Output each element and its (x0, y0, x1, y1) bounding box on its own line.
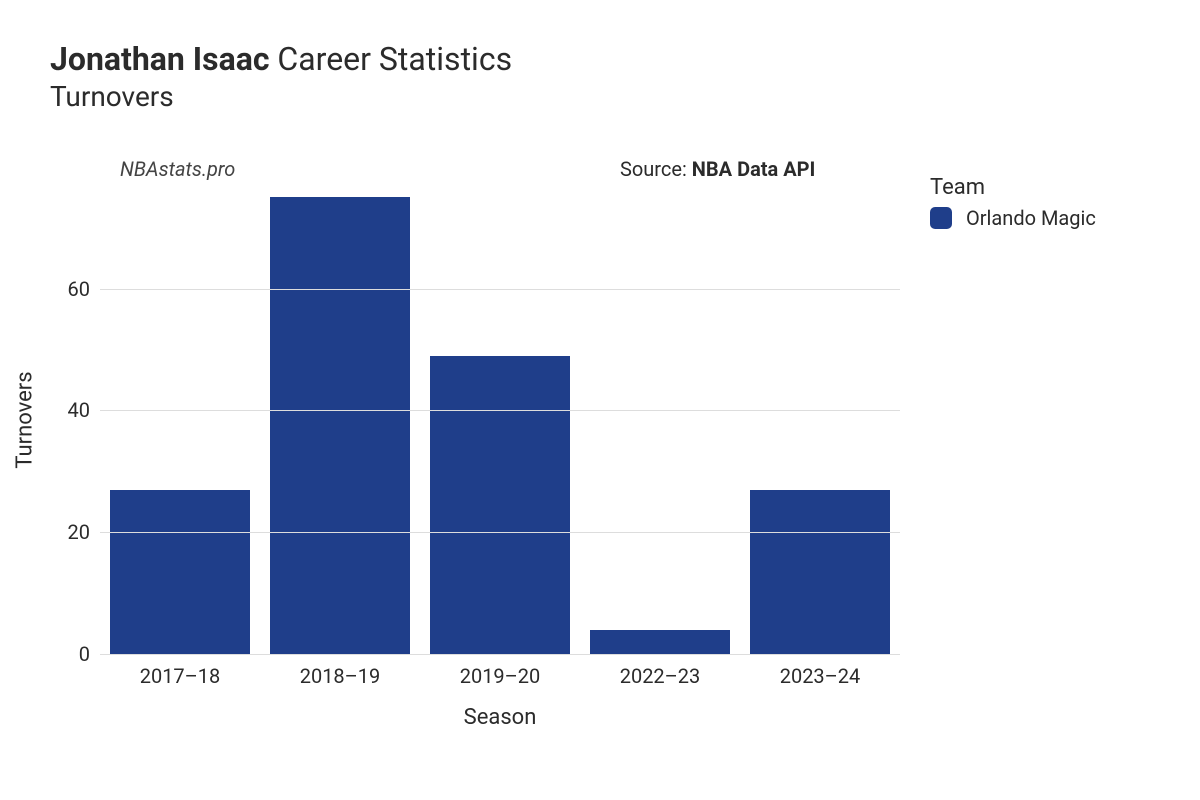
gridline (100, 654, 900, 655)
source-name: NBA Data API (692, 157, 816, 181)
gridline (100, 289, 900, 290)
title-suffix: Career Statistics (269, 40, 512, 78)
gridline (100, 532, 900, 533)
plot-area: 2017–182018–192019–202022–232023–24 0204… (100, 185, 900, 655)
bar (590, 630, 731, 654)
ytick-label: 60 (68, 277, 100, 301)
legend-swatch (930, 207, 952, 229)
bar-slot: 2022–23 (580, 185, 740, 654)
bar-slot: 2017–18 (100, 185, 260, 654)
player-name: Jonathan Isaac (50, 40, 269, 78)
source-credit: Source: NBA Data API (620, 157, 815, 181)
bar (110, 490, 251, 654)
legend-items: Orlando Magic (930, 206, 1096, 230)
title-main: Jonathan Isaac Career Statistics (50, 40, 512, 78)
ytick-label: 20 (68, 520, 100, 544)
title-subtitle: Turnovers (50, 80, 512, 113)
ytick-label: 0 (79, 642, 100, 666)
bar-slot: 2018–19 (260, 185, 420, 654)
y-axis-title: Turnovers (13, 371, 38, 468)
legend-title: Team (930, 175, 1096, 200)
xtick-label: 2018–19 (300, 654, 381, 688)
gridline (100, 410, 900, 411)
xtick-label: 2022–23 (620, 654, 701, 688)
title-block: Jonathan Isaac Career Statistics Turnove… (50, 40, 512, 113)
bar (430, 356, 571, 654)
xtick-label: 2017–18 (140, 654, 221, 688)
xtick-label: 2023–24 (780, 654, 861, 688)
plot-inner: 2017–182018–192019–202022–232023–24 0204… (100, 185, 900, 655)
bars-group: 2017–182018–192019–202022–232023–24 (100, 185, 900, 654)
legend-label: Orlando Magic (966, 206, 1096, 230)
chart-container: Jonathan Isaac Career Statistics Turnove… (0, 0, 1200, 800)
legend: Team Orlando Magic (930, 175, 1096, 230)
bar-slot: 2019–20 (420, 185, 580, 654)
bar (270, 197, 411, 654)
bar (750, 490, 891, 654)
bar-slot: 2023–24 (740, 185, 900, 654)
ytick-label: 40 (68, 398, 100, 422)
xtick-label: 2019–20 (460, 654, 541, 688)
source-prefix: Source: (620, 157, 692, 181)
legend-item: Orlando Magic (930, 206, 1096, 230)
x-axis-title: Season (464, 705, 537, 730)
watermark: NBAstats.pro (120, 157, 235, 181)
